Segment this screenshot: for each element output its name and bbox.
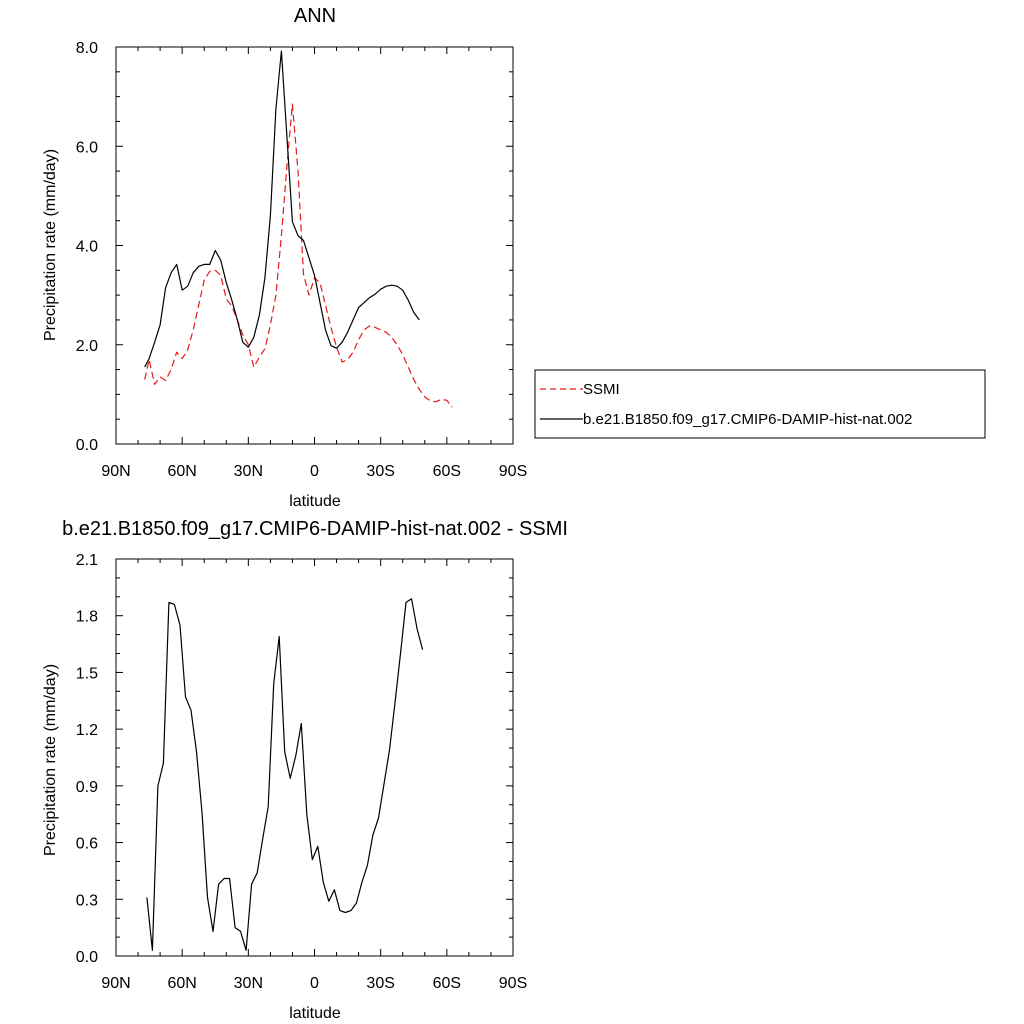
panel-1-xlabel: latitude bbox=[289, 493, 341, 510]
panel-1-x-tick-label: 90S bbox=[499, 463, 527, 480]
panel-1-series-line-2 bbox=[144, 50, 420, 368]
panel-1-title: ANN bbox=[294, 5, 336, 27]
panel-2-plot-frame bbox=[115, 558, 514, 957]
panel-difference: b.e21.B1850.f09_g17.CMIP6-DAMIP-hist-nat… bbox=[42, 518, 568, 1022]
panel-1-y-ticks: 0.0 2.0 4.0 6.0 8.0 bbox=[76, 40, 513, 454]
panel-2-x-tick-label: 60N bbox=[167, 975, 196, 992]
panel-1-y-tick-label: 8.0 bbox=[76, 40, 98, 57]
legend-label-model: b.e21.B1850.f09_g17.CMIP6-DAMIP-hist-nat… bbox=[583, 411, 912, 428]
panel-1-ylabel: Precipitation rate (mm/day) bbox=[42, 149, 59, 341]
panel-1-y-tick-label: 6.0 bbox=[76, 139, 98, 156]
panel-2-xlabel: latitude bbox=[289, 1005, 341, 1022]
panel-1-x-tick-label: 30S bbox=[366, 463, 394, 480]
panel-1-x-tick-label: 90N bbox=[101, 463, 130, 480]
panel-1-y-tick-label: 4.0 bbox=[76, 239, 98, 256]
panel-1-x-ticks: 90N 60N 30N 0 30S 60S 90S bbox=[101, 47, 527, 480]
panel-2-x-tick-label: 90S bbox=[499, 975, 527, 992]
panel-2-x-tick-label: 0 bbox=[310, 975, 319, 992]
panel-2-x-tick-label: 60S bbox=[433, 975, 461, 992]
panel-2-y-ticks: 0.0 0.3 0.6 0.9 1.2 1.5 1.8 2.1 bbox=[76, 552, 513, 966]
panel-2-x-tick-label: 30S bbox=[366, 975, 394, 992]
panel-1-series bbox=[144, 50, 453, 408]
panel-2-y-tick-label: 1.2 bbox=[76, 722, 98, 739]
panel-1-plot-frame bbox=[115, 46, 514, 445]
panel-2-title: b.e21.B1850.f09_g17.CMIP6-DAMIP-hist-nat… bbox=[62, 518, 568, 540]
panel-annual-precipitation: ANN Precipitation rate (mm/day) latitude… bbox=[42, 5, 527, 510]
panel-1-x-tick-label: 60S bbox=[433, 463, 461, 480]
panel-2-y-tick-label: 1.5 bbox=[76, 665, 98, 682]
panel-1-x-tick-label: 30N bbox=[234, 463, 263, 480]
panel-2-x-ticks: 90N 60N 30N 0 30S 60S 90S bbox=[101, 559, 527, 992]
panel-2-y-tick-label: 0.9 bbox=[76, 779, 98, 796]
panel-2-x-tick-label: 30N bbox=[234, 975, 263, 992]
panel-1-x-tick-label: 60N bbox=[167, 463, 196, 480]
panel-2-y-tick-label: 2.1 bbox=[76, 552, 98, 569]
panel-1-y-tick-label: 0.0 bbox=[76, 437, 98, 454]
panel-1-y-tick-label: 2.0 bbox=[76, 338, 98, 355]
panel-1-x-tick-label: 0 bbox=[310, 463, 319, 480]
panel-2-series-line-1 bbox=[146, 598, 424, 951]
panel-2-x-tick-label: 90N bbox=[101, 975, 130, 992]
panel-2-series bbox=[146, 598, 424, 951]
panel-2-y-tick-label: 0.3 bbox=[76, 892, 98, 909]
legend-label-ssmi: SSMI bbox=[583, 381, 620, 398]
panel-2-y-tick-label: 0.6 bbox=[76, 836, 98, 853]
panel-2-ylabel: Precipitation rate (mm/day) bbox=[42, 664, 59, 856]
legend-box bbox=[534, 369, 986, 439]
panel-2-y-tick-label: 1.8 bbox=[76, 609, 98, 626]
legend: SSMI b.e21.B1850.f09_g17.CMIP6-DAMIP-his… bbox=[534, 369, 986, 439]
panel-1-series-line-1 bbox=[144, 103, 453, 408]
panel-2-y-tick-label: 0.0 bbox=[76, 949, 98, 966]
